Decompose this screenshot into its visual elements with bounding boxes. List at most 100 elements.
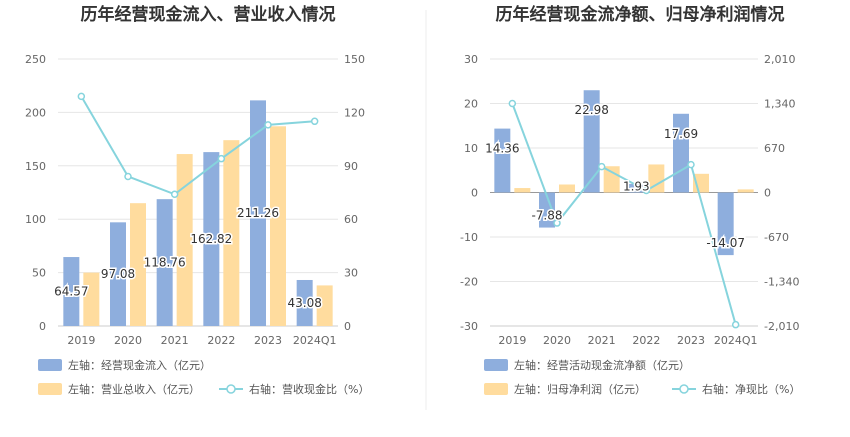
bar-secondary [316,285,333,326]
x-axis-tick-label: 2019 [67,334,95,347]
left-axis-tick-label: 50 [32,267,46,280]
bar-primary [583,90,600,193]
x-axis-tick-label: 2023 [677,334,705,347]
line-point [508,99,517,108]
bar-primary [717,192,734,256]
bar-secondary [648,164,665,193]
x-axis-tick-label: 2021 [588,334,616,347]
right-axis-tick-label: 120 [344,106,365,119]
right-axis-tick-label: 150 [344,53,365,66]
data-label: -7.88 [531,209,562,223]
bar-primary [628,183,645,193]
right-axis-tick-label: 2,010 [764,53,796,66]
legend-line-marker [226,384,236,394]
data-label: 64.57 [54,285,88,299]
bar-secondary [83,272,100,326]
line-point [77,92,86,101]
bar-primary [250,100,266,326]
data-label: 14.36 [485,142,519,156]
x-axis-tick-label: 2022 [207,334,235,347]
left-axis-tick-label: 0 [39,320,46,333]
x-axis-tick-label: 2024Q1 [293,334,337,347]
left-axis-tick-label: 0 [471,187,478,200]
bar-secondary [737,189,754,193]
bar-secondary [603,166,620,193]
left-axis-tick-label: 10 [464,142,478,155]
legend-label: 左轴：经营活动现金流净额（亿元） [514,358,690,372]
legend-swatch [38,383,62,395]
series-line [80,95,315,196]
series-line [511,103,737,325]
legend-swatch [484,359,508,371]
bar-primary [110,222,126,326]
data-label: 211.26 [237,206,279,220]
right-axis-tick-label: 1,340 [764,98,796,111]
x-axis-tick-label: 2021 [161,334,189,347]
data-label: 118.76 [144,256,186,270]
x-axis-tick-label: 2022 [632,334,660,347]
legend-label: 右轴：营收现金比（%） [249,382,369,396]
x-axis-tick-label: 2023 [254,334,282,347]
legend-label: 左轴：归母净利润（亿元） [514,382,646,396]
legend-swatch [484,383,508,395]
data-label: 17.69 [664,127,698,141]
left-axis-tick-label: 100 [25,213,46,226]
x-axis-tick-label: 2024Q1 [714,334,758,347]
bar-primary [539,192,555,228]
bar-secondary [130,203,146,326]
bar-primary [673,113,689,193]
data-label: 162.82 [190,232,232,246]
left-axis-tick-label: 150 [25,160,46,173]
legend-swatch [38,359,62,371]
bar-secondary [270,126,286,326]
bar-primary [203,152,220,326]
line-point [553,219,561,227]
left-axis-tick-label: -30 [460,320,478,333]
x-axis-tick-label: 2020 [114,334,142,347]
x-axis-tick-label: 2020 [543,334,571,347]
right-axis-tick-label: -1,340 [764,276,799,289]
chart-title: 历年经营现金流净额、归母净利润情况 [496,4,785,25]
line-point [217,154,226,163]
line-point [124,172,132,181]
line-point [310,117,319,126]
legend-line-marker [679,384,689,394]
right-axis-tick-label: 0 [344,320,351,333]
left-axis-tick-label: 20 [464,98,478,111]
right-axis-tick-label: 90 [344,160,358,173]
line-point [642,186,651,195]
legend-label: 右轴：净现比（%） [702,382,800,396]
right-axis-tick-label: -670 [764,231,789,244]
left-axis-tick-label: -20 [460,276,478,289]
left-axis-tick-label: -10 [460,231,478,244]
legend-label: 左轴：营业总收入（亿元） [68,382,200,396]
data-label: 22.98 [574,103,608,117]
bar-primary [156,199,173,326]
bar-secondary [223,140,240,326]
bar-secondary [514,188,531,193]
data-label: 1.93 [623,180,650,194]
bar-primary [494,128,511,193]
bar-primary [63,257,80,326]
data-label: -14.07 [706,236,745,250]
legend-label: 左轴：经营现金流入（亿元） [68,358,211,372]
right-axis-tick-label: 670 [764,142,785,155]
data-label: 97.08 [101,267,135,281]
right-axis-tick-label: 0 [764,187,771,200]
line-point [731,320,740,329]
bar-secondary [559,184,575,193]
line-point [597,162,606,171]
line-point [264,121,272,129]
data-label: 43.08 [287,296,321,310]
bar-primary [296,279,313,326]
left-axis-tick-label: 200 [25,106,46,119]
right-axis-tick-label: 60 [344,213,358,226]
chart-title: 历年经营现金流入、营业收入情况 [81,4,336,25]
bar-secondary [176,154,193,326]
line-point [170,190,179,199]
line-point [687,160,695,169]
right-axis-tick-label: 30 [344,267,358,280]
x-axis-tick-label: 2019 [498,334,526,347]
